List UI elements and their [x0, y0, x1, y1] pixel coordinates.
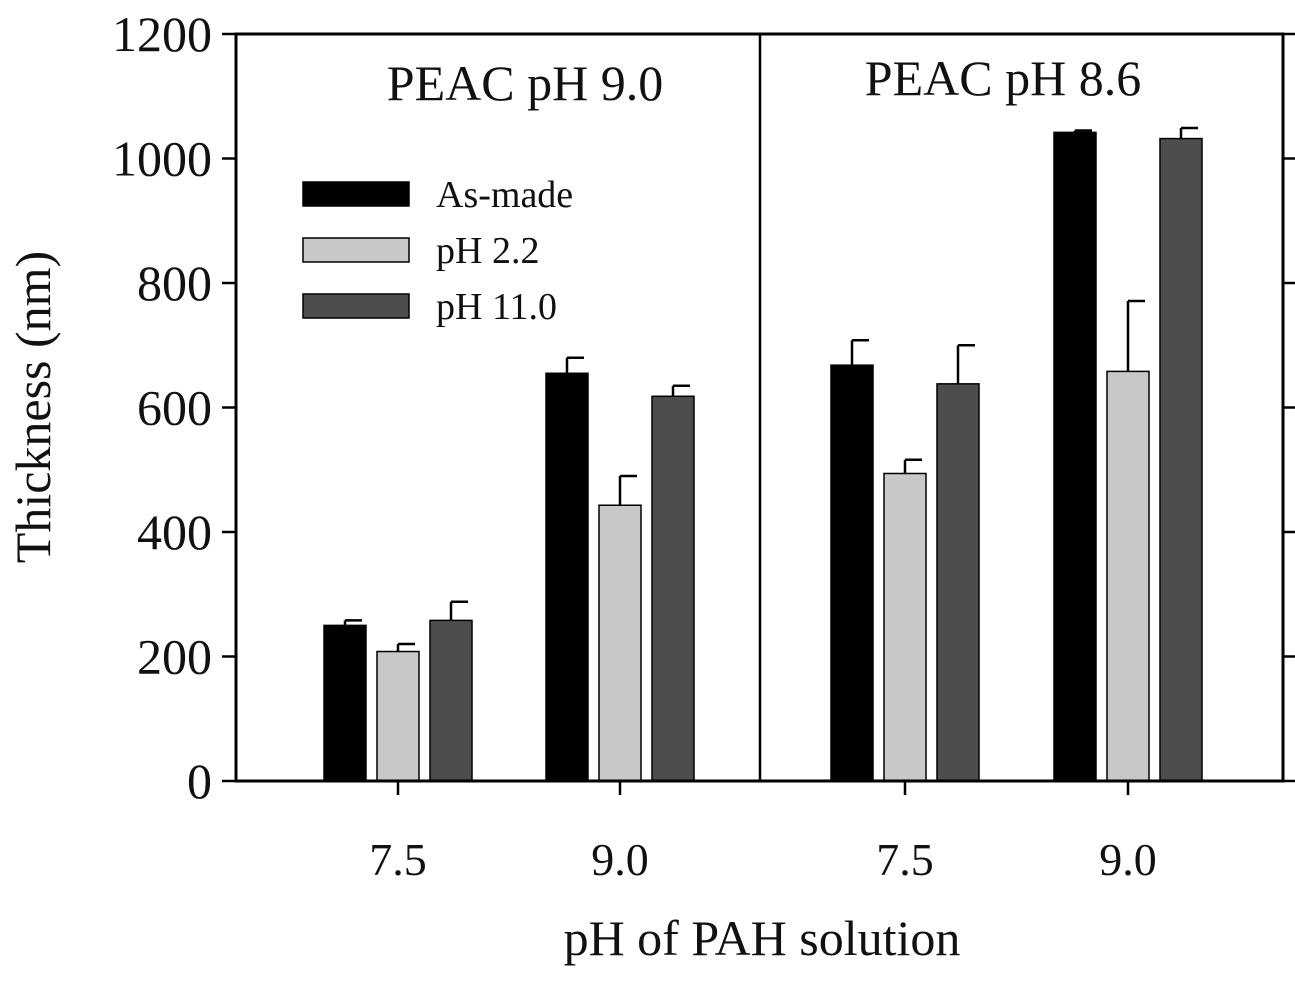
bar-as-made-0-1	[545, 372, 589, 782]
x-axis-title: pH of PAH solution	[564, 910, 961, 966]
error-bars	[343, 126, 1198, 652]
legend-swatch-ph-2-2	[302, 237, 410, 263]
x-tick-label: 9.0	[591, 834, 649, 885]
x-tick-label: 7.5	[876, 834, 934, 885]
legend-swatch-ph-11-0	[302, 293, 410, 319]
bar-ph-2-2-0-0	[376, 650, 420, 782]
y-axis-ticks-left: 0 200 400 600 800 1000 1200	[112, 6, 236, 809]
bar-as-made-1-0	[830, 364, 874, 782]
bars	[323, 131, 1203, 782]
y-tick-label: 0	[187, 753, 212, 809]
bar-ph-11-0-1-1	[1159, 137, 1203, 782]
y-tick-label: 600	[137, 380, 212, 436]
legend-swatch-as-made	[302, 181, 410, 207]
bar-ph-11-0-0-0	[429, 619, 473, 782]
panel-title-left: PEAC pH 9.0	[387, 55, 663, 111]
legend: As-made pH 2.2 pH 11.0	[302, 174, 573, 328]
bar-as-made-0-0	[323, 624, 367, 782]
y-tick-label: 400	[137, 504, 212, 560]
legend-label: As-made	[436, 174, 573, 216]
bar-as-made-1-1	[1053, 131, 1097, 782]
y-axis-ticks-right	[1283, 32, 1295, 783]
bar-ph-2-2-1-1	[1106, 370, 1150, 782]
y-axis-title: Thickness (nm)	[5, 251, 61, 563]
bar-ph-11-0-0-1	[651, 395, 695, 782]
y-tick-label: 1200	[112, 6, 212, 62]
bar-ph-2-2-1-0	[883, 472, 927, 782]
x-tick-label: 7.5	[369, 834, 427, 885]
panel-title-right: PEAC pH 8.6	[865, 50, 1141, 106]
y-tick-label: 800	[137, 255, 212, 311]
bar-ph-11-0-1-0	[936, 383, 980, 782]
x-tick-label: 9.0	[1099, 834, 1157, 885]
x-axis-ticks: 7.5 9.0 7.5 9.0	[369, 781, 1157, 885]
y-tick-label: 200	[137, 629, 212, 685]
bar-ph-2-2-0-1	[598, 504, 642, 782]
y-tick-label: 1000	[112, 131, 212, 187]
legend-label: pH 11.0	[436, 286, 557, 328]
legend-label: pH 2.2	[436, 230, 539, 272]
